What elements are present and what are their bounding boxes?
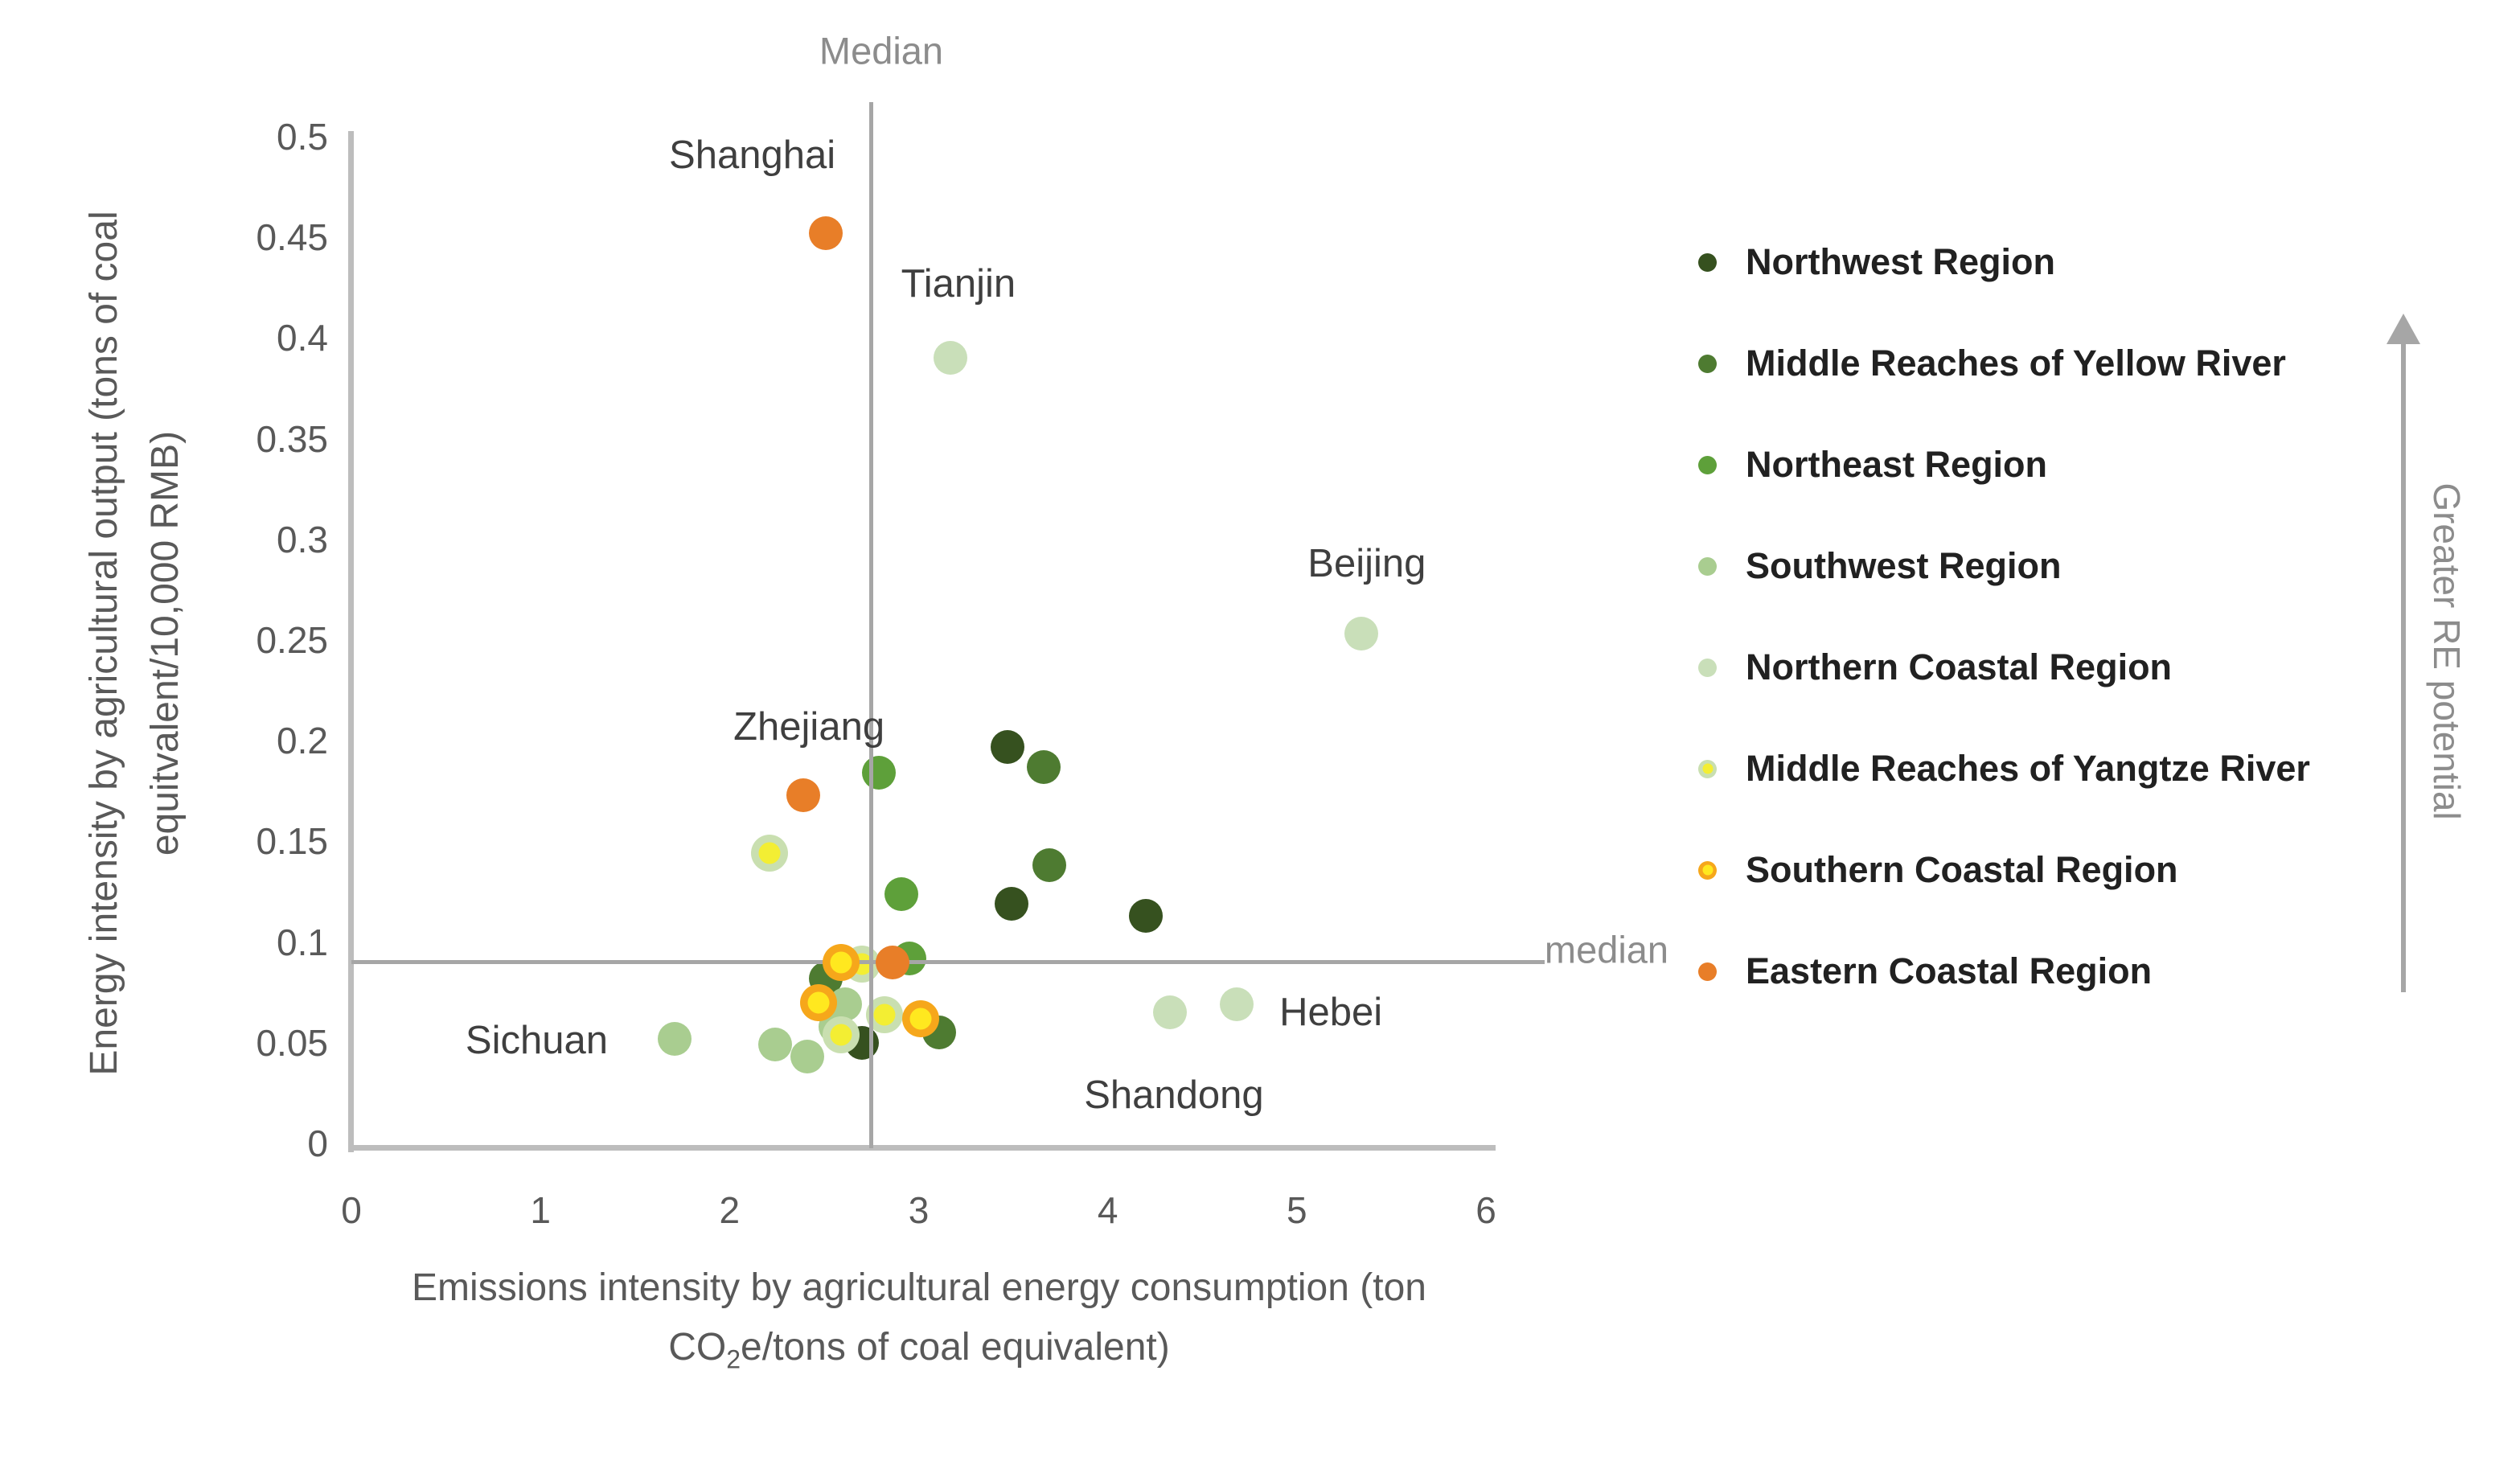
legend-item-northeast: Northeast Region — [1698, 414, 2310, 515]
data-point-northeast-0 — [862, 756, 897, 790]
data-point-core-southern_coastal-2 — [909, 1008, 932, 1030]
data-point-core-yangtze-0 — [758, 842, 781, 864]
data-point-yangtze-0 — [750, 835, 788, 872]
data-point-yellow_river-0 — [1026, 749, 1061, 784]
data-point-northwest-2 — [1128, 899, 1163, 934]
y-tick-label-0.05: 0.05 — [256, 1021, 328, 1064]
data-point-eastern_coastal-2 — [875, 945, 909, 979]
median-horizontal-line — [351, 960, 1545, 965]
annotation-shanghai: Shanghai — [669, 133, 836, 177]
legend-marker-yellow_river-icon — [1698, 354, 1717, 373]
data-point-northern_coastal-1 — [1344, 617, 1378, 651]
data-point-southwest-1 — [757, 1028, 792, 1062]
y-tick-label-0.25: 0.25 — [256, 619, 328, 661]
legend-label-yellow_river: Middle Reaches of Yellow River — [1746, 343, 2286, 384]
data-point-southwest-0 — [658, 1021, 692, 1056]
re-potential-label: Greater RE potential — [2426, 482, 2468, 820]
data-point-northern_coastal-0 — [934, 341, 968, 376]
y-axis-title-line1: Energy intensity by agricultural output … — [83, 211, 125, 1076]
y-axis-line — [348, 131, 354, 1152]
data-point-yangtze-3 — [823, 1016, 860, 1053]
legend-label-southwest: Southwest Region — [1746, 545, 2062, 586]
legend-marker-northern_coastal-icon — [1698, 658, 1717, 677]
x-axis-title-line2: CO2e/tons of coal equivalent) — [668, 1326, 1170, 1374]
data-point-southern_coastal-0 — [823, 943, 860, 981]
legend-item-yangtze: Middle Reaches of Yangtze River — [1698, 718, 2310, 819]
y-axis-title: Energy intensity by agricultural output … — [74, 211, 196, 1075]
y-tick-label-0: 0 — [307, 1122, 328, 1164]
annotation-sichuan: Sichuan — [465, 1019, 608, 1063]
legend-label-northeast: Northeast Region — [1746, 444, 2048, 485]
legend-item-southwest: Southwest Region — [1698, 515, 2310, 617]
y-tick-label-0.3: 0.3 — [277, 518, 328, 560]
data-point-core-yangtze-2 — [873, 1003, 896, 1026]
legend-label-southern_coastal: Southern Coastal Region — [1746, 849, 2178, 890]
legend-marker-core-yangtze-icon — [1702, 763, 1713, 774]
y-tick-label-0.2: 0.2 — [277, 720, 328, 762]
x-axis-title-line1: Emissions intensity by agricultural ener… — [412, 1266, 1426, 1309]
data-point-core-southern_coastal-1 — [807, 991, 830, 1014]
x-tick-label-4: 4 — [1097, 1189, 1118, 1231]
data-point-eastern_coastal-1 — [786, 778, 821, 812]
data-point-southern_coastal-2 — [901, 999, 939, 1037]
x-axis-line — [348, 1145, 1496, 1151]
legend-marker-southern_coastal-icon — [1698, 860, 1717, 880]
median-vertical-line — [869, 102, 874, 1148]
data-point-eastern_coastal-0 — [809, 216, 843, 251]
legend-item-eastern_coastal: Eastern Coastal Region — [1698, 921, 2310, 1022]
y-tick-label-0.15: 0.15 — [256, 820, 328, 863]
data-point-southwest-2 — [790, 1040, 824, 1074]
annotation-tianjin: Tianjin — [901, 261, 1016, 306]
x-tick-label-1: 1 — [530, 1189, 551, 1231]
legend-label-northwest: Northwest Region — [1746, 241, 2056, 282]
median-right-label: median — [1544, 928, 1669, 971]
legend-label-eastern_coastal: Eastern Coastal Region — [1746, 950, 2153, 991]
x-axis-title: Emissions intensity by agricultural ener… — [412, 1258, 1426, 1389]
data-point-northeast-1 — [884, 876, 919, 911]
legend-item-yellow_river: Middle Reaches of Yellow River — [1698, 313, 2310, 414]
legend-marker-yangtze-icon — [1698, 759, 1717, 778]
data-point-core-yangtze-3 — [830, 1024, 852, 1046]
legend-marker-southwest-icon — [1698, 556, 1717, 576]
x-tick-label-5: 5 — [1287, 1189, 1307, 1231]
annotation-shandong: Shandong — [1084, 1073, 1264, 1117]
x-tick-label-3: 3 — [908, 1189, 930, 1231]
data-point-northern_coastal-3 — [1219, 987, 1254, 1022]
data-point-yellow_river-1 — [1032, 848, 1066, 883]
legend-marker-core-southern_coastal-icon — [1702, 864, 1713, 876]
legend-marker-northwest-icon — [1698, 252, 1717, 272]
x-tick-label-2: 2 — [719, 1189, 741, 1231]
annotation-zhejiang: Zhejiang — [733, 704, 885, 749]
legend-item-southern_coastal: Southern Coastal Region — [1698, 819, 2310, 921]
legend-item-northwest: Northwest Region — [1698, 211, 2310, 313]
data-point-core-southern_coastal-0 — [830, 951, 852, 974]
data-point-northwest-1 — [994, 887, 1028, 921]
annotation-hebei: Hebei — [1279, 991, 1383, 1035]
legend-marker-eastern_coastal-icon — [1698, 962, 1717, 981]
re-potential-arrowhead-icon — [2387, 314, 2420, 344]
y-tick-label-0.1: 0.1 — [277, 921, 328, 963]
median-top-label: Median — [819, 29, 944, 72]
legend-label-northern_coastal: Northern Coastal Region — [1746, 646, 2173, 687]
x-tick-label-6: 6 — [1475, 1189, 1496, 1231]
x-tick-label-0: 0 — [341, 1189, 362, 1231]
re-potential-arrow — [2401, 341, 2406, 992]
y-tick-label-0.35: 0.35 — [256, 417, 328, 460]
legend-label-yangtze: Middle Reaches of Yangtze River — [1746, 748, 2310, 789]
y-tick-label-0.45: 0.45 — [256, 216, 328, 259]
data-point-southern_coastal-1 — [799, 983, 837, 1021]
y-tick-label-0.5: 0.5 — [277, 116, 328, 158]
annotation-beijing: Beijing — [1307, 541, 1426, 585]
legend-item-northern_coastal: Northern Coastal Region — [1698, 617, 2310, 718]
data-point-northern_coastal-2 — [1153, 995, 1188, 1030]
y-tick-label-0.4: 0.4 — [277, 317, 328, 359]
y-axis-title-line2: equitvalent/10,000 RMB) — [144, 430, 187, 856]
legend: Northwest Region Middle Reaches of Yellow… — [1698, 211, 2310, 1022]
data-point-northwest-0 — [991, 729, 1025, 764]
legend-marker-northeast-icon — [1698, 455, 1717, 474]
